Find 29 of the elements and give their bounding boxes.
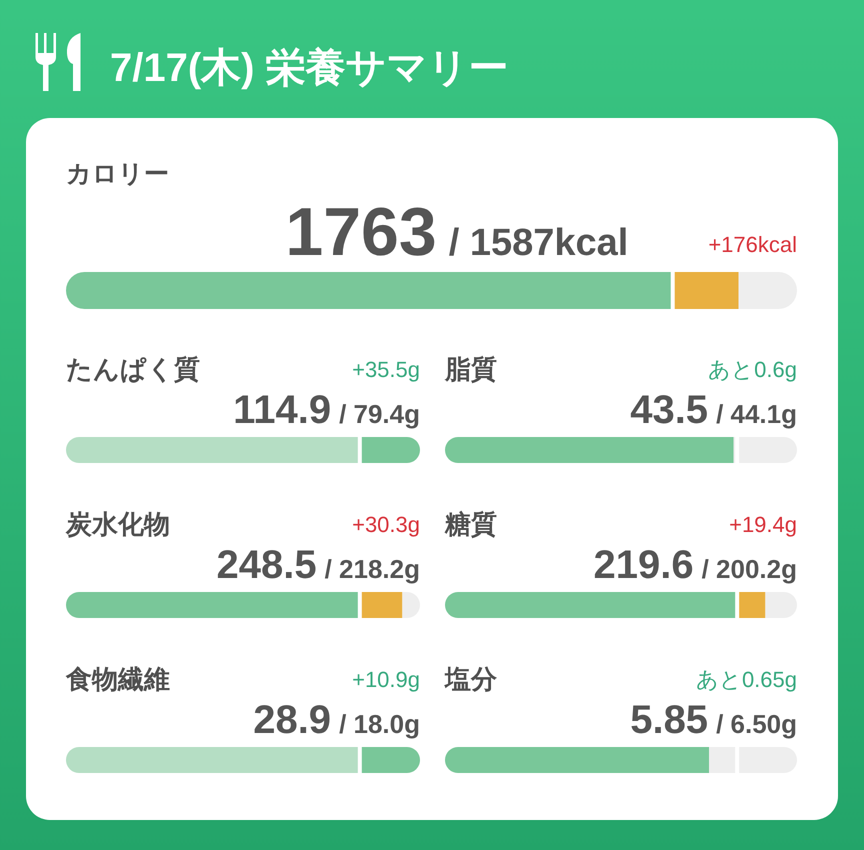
title: たんぱく質 xyxy=(66,354,200,384)
annotation: / 18.0g xyxy=(339,709,420,739)
annotation: 114.9 xyxy=(233,388,332,432)
annotation: 5.85 xyxy=(630,698,708,742)
annotation: 1763 xyxy=(285,194,437,270)
annotation: / 218.2g xyxy=(324,554,420,584)
annotation: あと0.6g xyxy=(708,357,797,382)
title: カロリー xyxy=(66,160,169,188)
annotation: / 1587kcal xyxy=(448,222,628,264)
annotation: 219.6 xyxy=(593,543,694,587)
title: 糖質 xyxy=(445,509,497,539)
annotation: 248.5 xyxy=(216,543,317,587)
annotation: / 200.2g xyxy=(702,554,797,584)
title: 炭水化物 xyxy=(66,509,170,539)
annotation: +35.5g xyxy=(352,357,420,382)
title: 7/17(木) 栄養サマリー xyxy=(110,46,509,90)
annotation: +10.9g xyxy=(352,667,420,692)
annotation: / 79.4g xyxy=(339,399,420,429)
annotation: / 6.50g xyxy=(716,709,797,739)
title: 食物繊維 xyxy=(66,664,170,694)
annotation: +19.4g xyxy=(729,512,797,537)
annotation: 28.9 xyxy=(253,698,332,742)
title: 塩分 xyxy=(445,664,497,694)
annotation: 43.5 xyxy=(630,388,708,432)
annotation: / 44.1g xyxy=(716,399,797,429)
title: 脂質 xyxy=(445,354,497,384)
annotation: +176kcal xyxy=(708,232,797,257)
annotation: +30.3g xyxy=(352,512,420,537)
annotation: あと0.65g xyxy=(696,667,797,692)
